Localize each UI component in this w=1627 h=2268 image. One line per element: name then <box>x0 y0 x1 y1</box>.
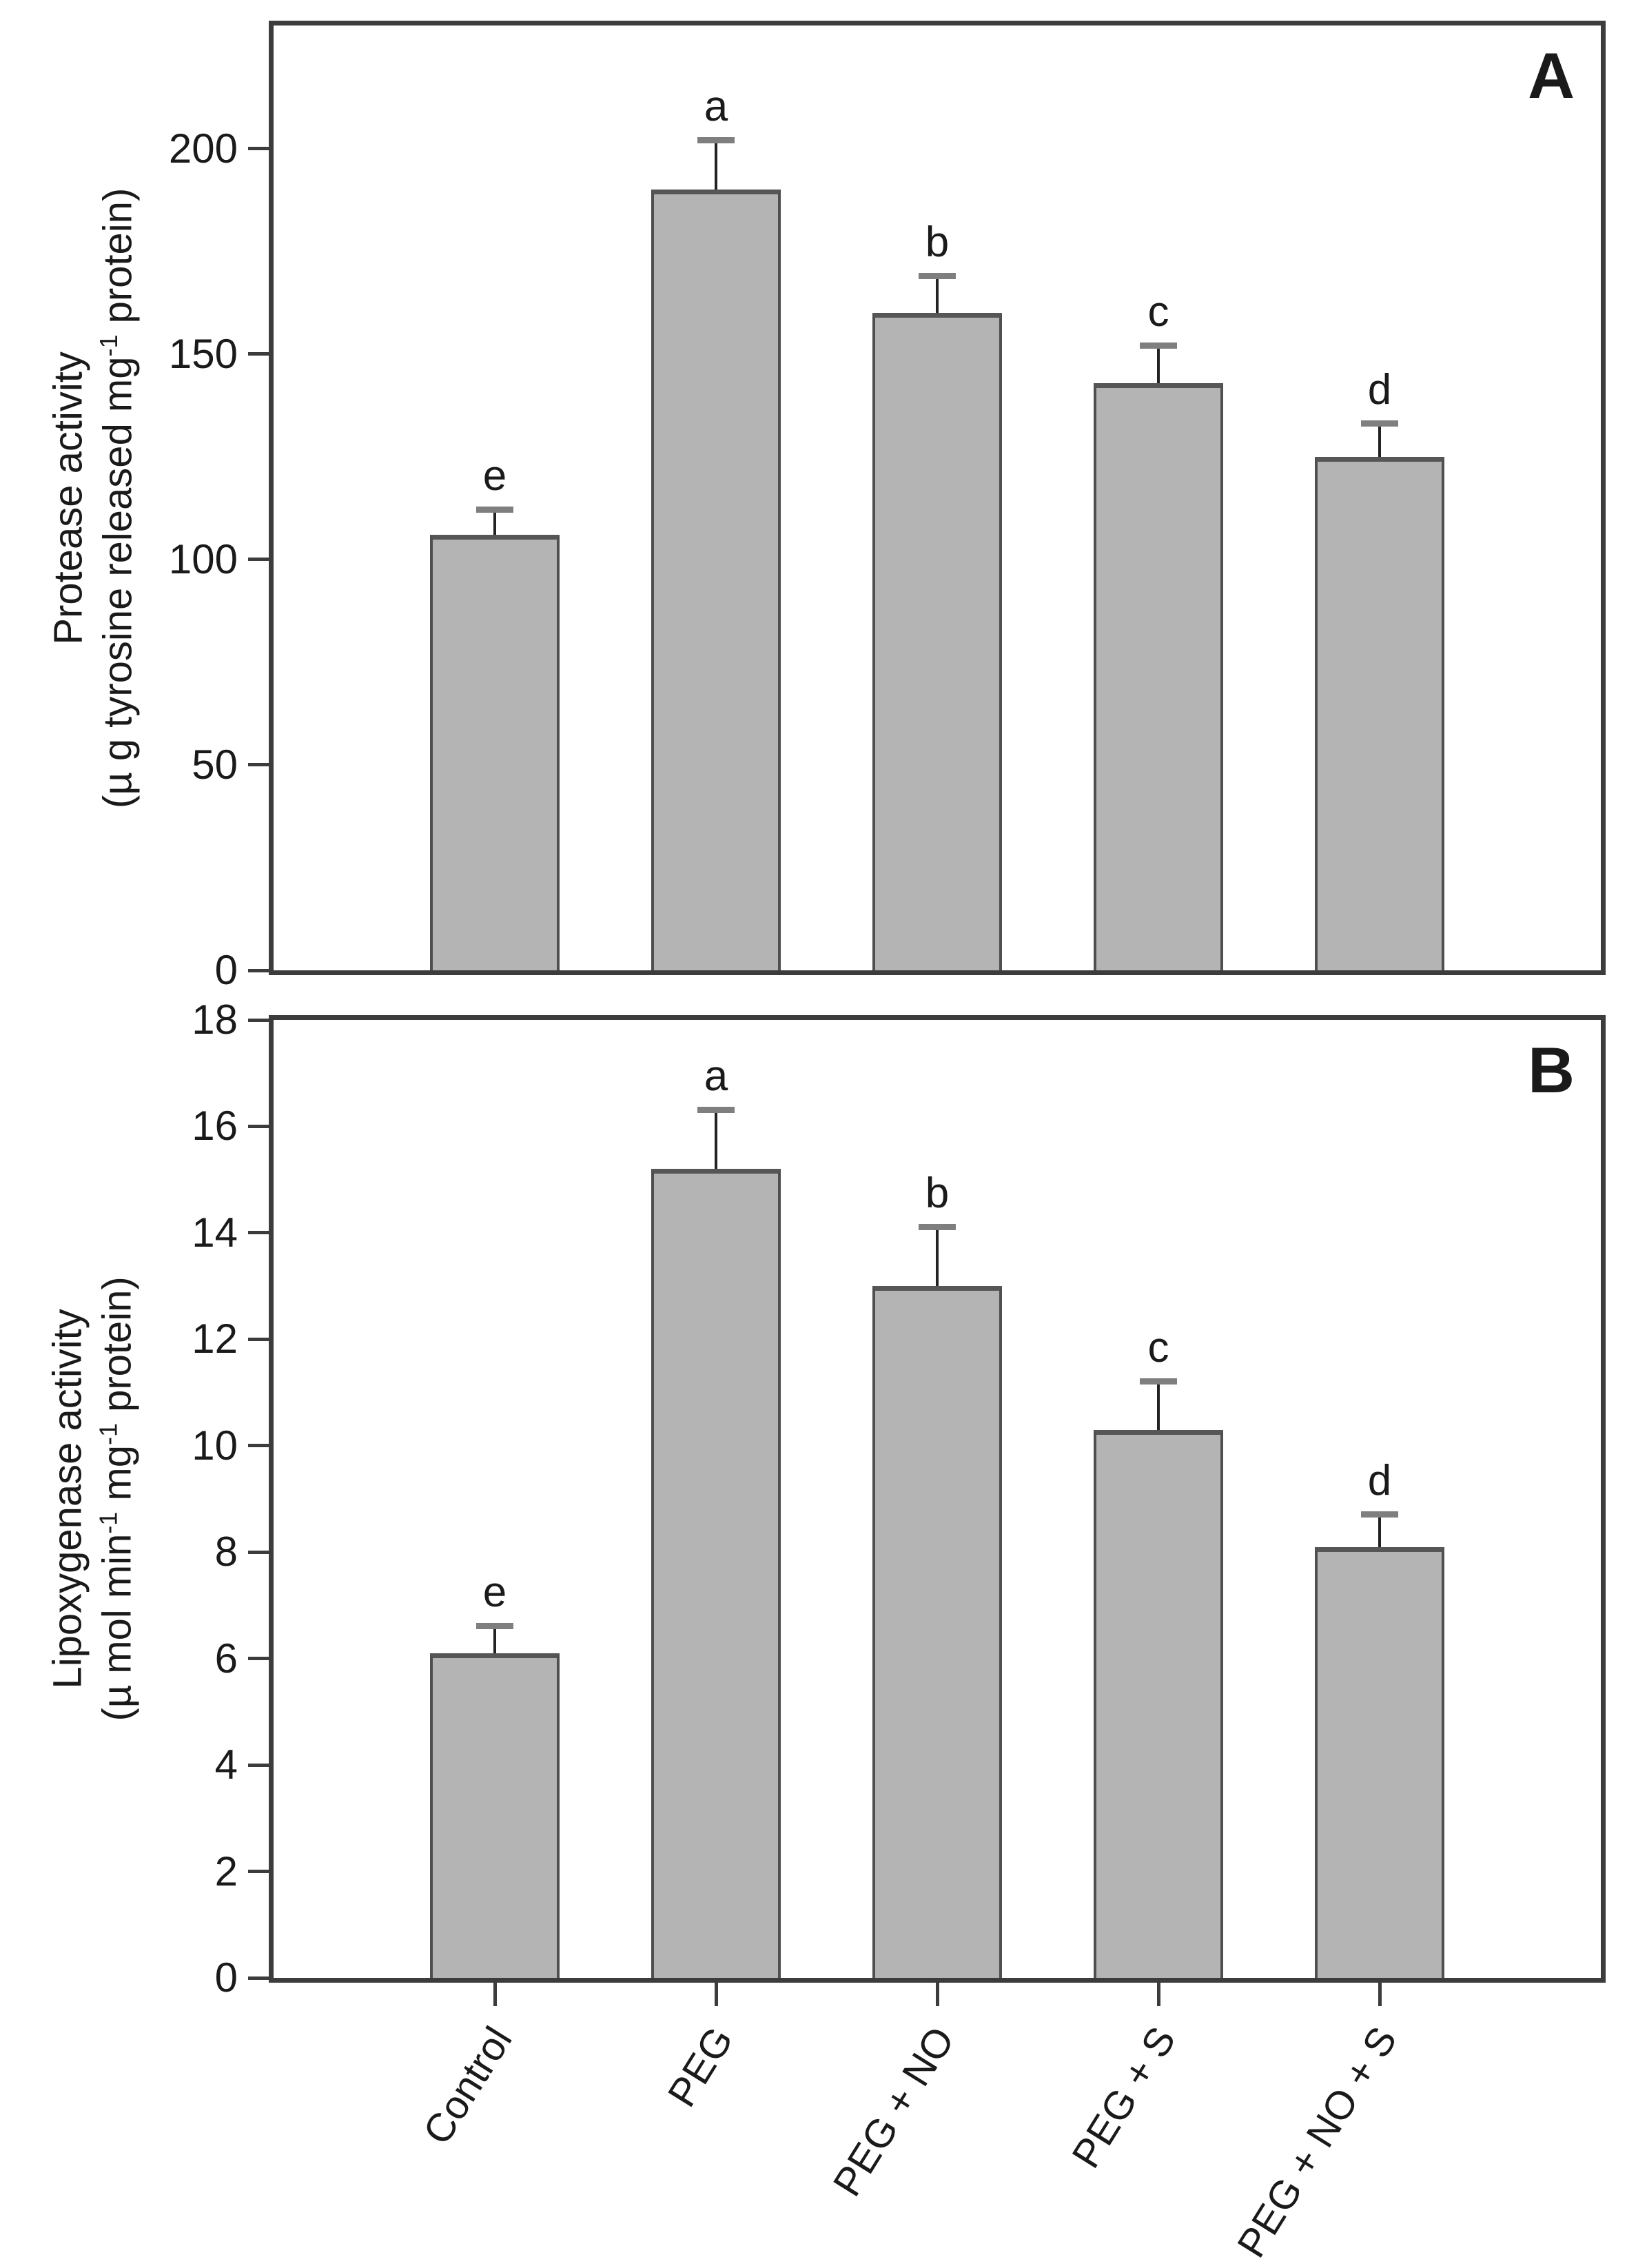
bar-control <box>430 535 560 970</box>
bar-peg <box>651 190 781 970</box>
error-bar-line <box>493 1626 496 1653</box>
error-bar-line <box>715 1110 717 1169</box>
y-axis-tick <box>248 558 269 562</box>
panel-a-y-axis-title: Protease activity <box>45 351 91 645</box>
y-axis-tick <box>248 1444 269 1448</box>
bar-peg <box>651 1169 781 1978</box>
significance-letter: c <box>1147 287 1169 336</box>
bar-peg-no <box>872 313 1002 970</box>
y-axis-tick-label: 10 <box>192 1422 238 1469</box>
bar-peg-no <box>872 1286 1002 1978</box>
y-axis-tick <box>248 1976 269 1980</box>
y-axis-tick <box>248 1018 269 1022</box>
significance-letter: c <box>1147 1324 1169 1372</box>
x-axis-tick <box>493 1983 497 2006</box>
y-axis-tick-label: 12 <box>192 1316 238 1362</box>
bar-peg-no-s <box>1315 1546 1444 1978</box>
error-bar-line <box>1378 1515 1381 1547</box>
panel-a-y-axis-label: Protease activity (µ g tyrosine released… <box>0 21 186 975</box>
y-axis-tick <box>248 763 269 767</box>
y-axis-tick <box>248 1231 269 1235</box>
y-axis-tick-label: 50 <box>192 741 238 788</box>
y-axis-tick-label: 16 <box>192 1103 238 1150</box>
bar-peg-s <box>1094 1429 1223 1978</box>
significance-letter: e <box>482 1569 507 1617</box>
error-bar-line <box>1378 424 1381 457</box>
error-bar-line <box>1157 1382 1160 1430</box>
unit-text: protein) <box>95 187 140 335</box>
y-axis-tick-label: 2 <box>214 1848 238 1894</box>
y-axis-tick <box>248 1550 269 1554</box>
bar-control <box>430 1653 560 1978</box>
y-axis-tick <box>248 1124 269 1128</box>
significance-letter: a <box>704 82 728 130</box>
x-axis-tick-label: PEG <box>659 2019 742 2115</box>
x-axis-tick-label: PEG + NO + S <box>1229 2019 1406 2265</box>
x-axis-tick <box>935 1983 939 2006</box>
bar-peg-s <box>1094 382 1223 970</box>
panel-b-y-axis-unit: (µ mol min-1 mg-1 protein) <box>93 1276 143 1721</box>
panel-b-y-axis-title: Lipoxygenase activity <box>45 1309 91 1689</box>
y-axis-tick-label: 200 <box>168 125 238 172</box>
unit-text: (µ mol min <box>95 1533 140 1722</box>
x-axis-tick-label: Control <box>414 2019 521 2152</box>
y-axis-tick-label: 6 <box>214 1635 238 1682</box>
y-axis-tick <box>248 1870 269 1874</box>
error-bar-line <box>1157 345 1160 383</box>
error-bar-cap <box>1140 1378 1177 1385</box>
error-bar-cap <box>476 507 513 513</box>
error-bar-cap <box>1361 1511 1398 1518</box>
y-axis-tick-label: 150 <box>168 330 238 377</box>
error-bar-cap <box>1361 420 1398 427</box>
x-axis-tick-label: PEG + S <box>1063 2019 1185 2176</box>
panel-b-y-axis-label: Lipoxygenase activity (µ mol min-1 mg-1 … <box>0 1015 186 1983</box>
panel-a-letter: A <box>1528 39 1575 112</box>
y-axis-tick <box>248 1763 269 1767</box>
superscript-exponent: -1 <box>94 1511 123 1534</box>
panel-a-plot-area: A 0 50 100 150 200 e a b c d <box>169 21 1606 991</box>
y-axis-tick-label: 14 <box>192 1209 238 1256</box>
error-bar-line <box>493 510 496 535</box>
error-bar-cap <box>919 1224 956 1231</box>
unit-text: protein) <box>95 1276 140 1424</box>
error-bar-cap <box>697 1107 735 1114</box>
x-axis-tick <box>1156 1983 1160 2006</box>
error-bar-cap <box>476 1623 513 1630</box>
y-axis-tick-label: 100 <box>168 535 238 582</box>
y-axis-tick-label: 0 <box>214 947 238 993</box>
panel-b-plot-area: B 0 2 4 6 8 10 12 14 16 18 e Control a PEG b PEG + NO c P… <box>192 999 1606 2265</box>
error-bar-line <box>936 276 939 314</box>
bar-peg-no-s <box>1315 456 1444 970</box>
significance-letter: b <box>925 1169 950 1218</box>
unit-text: mg <box>95 1445 140 1512</box>
error-bar-line <box>715 140 717 190</box>
y-axis-tick <box>248 147 269 151</box>
y-axis-tick-label: 0 <box>214 1954 238 2001</box>
panel-a-y-axis-unit: (µ g tyrosine released mg-1 protein) <box>93 187 143 808</box>
significance-letter: d <box>1367 1457 1392 1505</box>
y-axis-tick-label: 8 <box>214 1529 238 1575</box>
x-axis-tick <box>1378 1983 1382 2006</box>
y-axis-tick <box>248 1657 269 1661</box>
significance-letter: d <box>1367 366 1392 414</box>
y-axis-tick-label: 18 <box>192 997 238 1043</box>
error-bar-cap <box>1140 342 1177 349</box>
y-axis-tick-label: 4 <box>214 1741 238 1788</box>
x-axis-tick-label: PEG + NO <box>824 2019 963 2205</box>
panel-b-letter: B <box>1528 1034 1575 1106</box>
y-axis-tick <box>248 352 269 356</box>
significance-letter: a <box>704 1052 728 1101</box>
x-axis-tick <box>714 1983 718 2006</box>
error-bar-line <box>936 1227 939 1287</box>
significance-letter: b <box>925 218 950 266</box>
unit-text: (µ g tyrosine released mg <box>95 356 140 808</box>
significance-letter: e <box>482 452 507 500</box>
superscript-exponent: -1 <box>94 1423 123 1446</box>
superscript-exponent: -1 <box>94 334 123 357</box>
error-bar-cap <box>919 272 956 279</box>
y-axis-tick <box>248 1337 269 1341</box>
y-axis-tick <box>248 968 269 972</box>
error-bar-cap <box>697 136 735 143</box>
